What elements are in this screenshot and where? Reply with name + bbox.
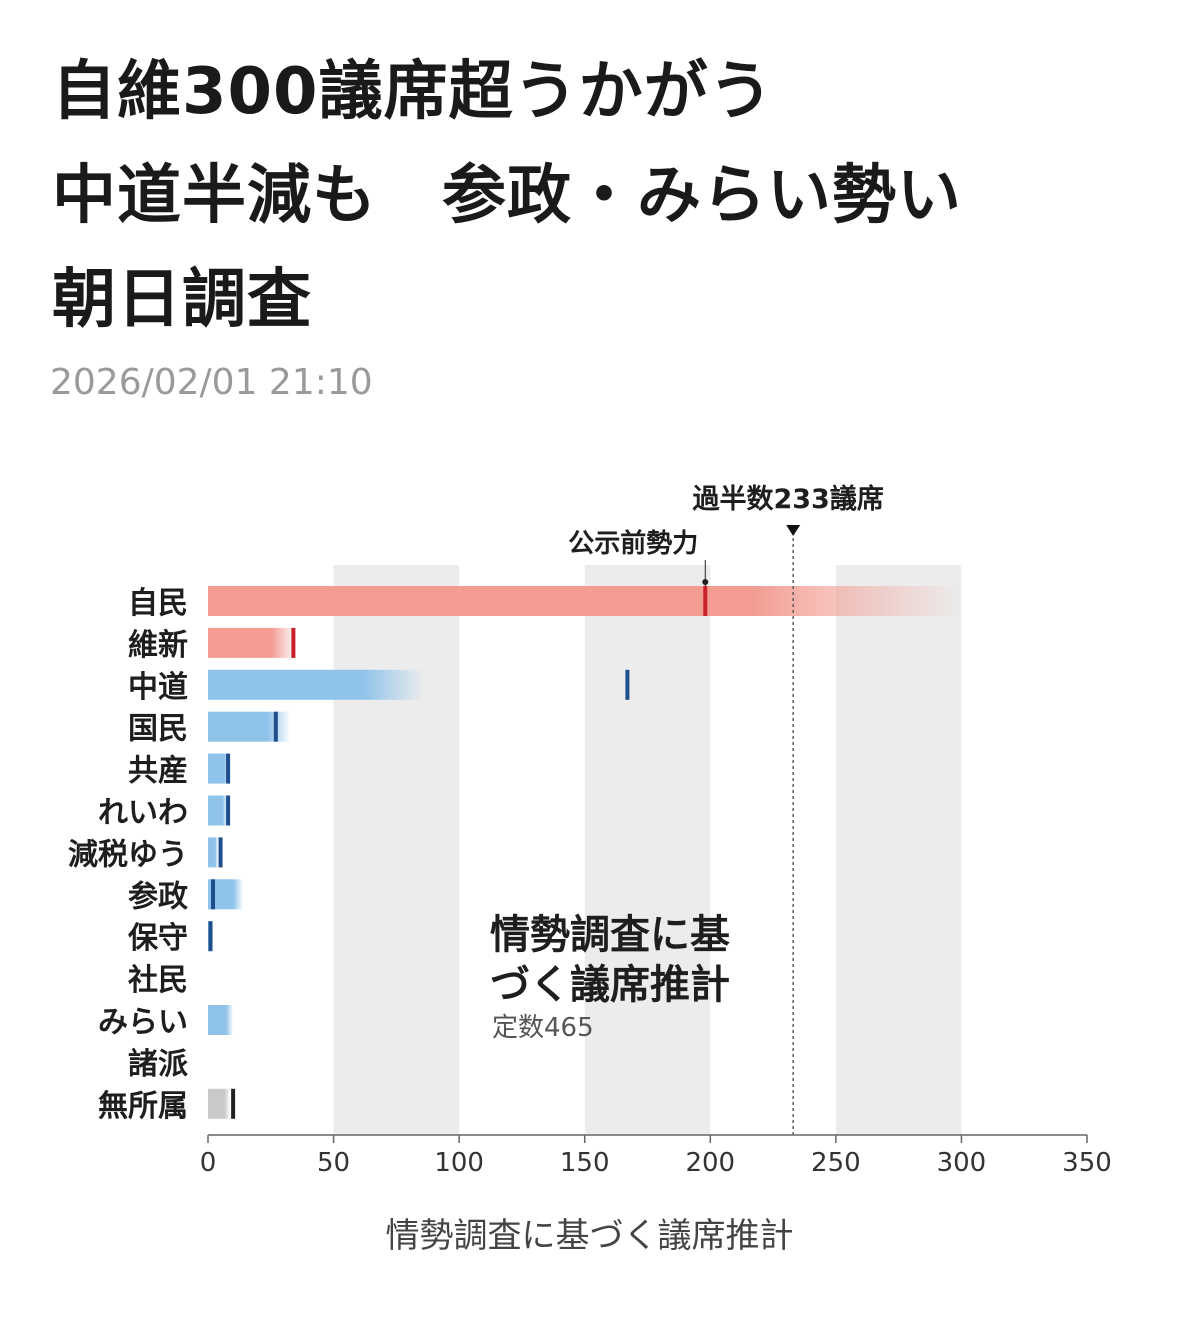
majority-label: 過半数233議席 [692, 483, 883, 515]
chart-caption: 情勢調査に基づく議席推計 [385, 1216, 794, 1256]
publish-timestamp: 2026/02/01 21:10 [50, 362, 373, 403]
chart-subtitle: 定数465 [492, 1013, 594, 1043]
grid-band [835, 565, 962, 1135]
category-label: 共産 [128, 754, 188, 789]
seat-bar [208, 753, 231, 784]
category-label: 参政 [128, 879, 188, 914]
seat-bar [208, 1088, 231, 1119]
x-tick-label: 350 [1062, 1148, 1112, 1178]
seat-bar [208, 795, 229, 826]
category-label: 中道 [128, 670, 188, 705]
category-label: 諸派 [128, 1047, 188, 1082]
category-label: 維新 [128, 628, 188, 663]
seat-bar [208, 627, 296, 658]
x-tick-label: 300 [937, 1148, 987, 1178]
x-tick-label: 250 [811, 1148, 861, 1178]
x-tick-label: 200 [685, 1148, 735, 1178]
chart-title: 情勢調査に基づく議席推計 [490, 912, 730, 1008]
pre-election-marker [703, 586, 708, 616]
majority-arrow [786, 525, 801, 536]
category-label: れいわ [98, 796, 188, 831]
pre-election-label: 公示前勢力 [568, 528, 698, 559]
seat-bar [208, 586, 962, 616]
category-label: 社民 [128, 963, 188, 998]
grid-band [333, 565, 460, 1135]
pre-election-marker [231, 1088, 236, 1119]
category-label: 保守 [128, 921, 188, 956]
category-label: 自民 [128, 586, 188, 621]
category-label: みらい [98, 1005, 188, 1040]
title-line-1: 自維300議席超うかがう [52, 55, 774, 129]
x-tick-label: 0 [200, 1148, 217, 1178]
pre-election-marker [218, 837, 223, 868]
pre-election-dot [702, 579, 709, 585]
title-line-3: 朝日調査 [52, 263, 312, 337]
pre-election-marker [226, 795, 231, 826]
pre-election-marker [625, 669, 630, 700]
category-label: 減税ゆう [68, 837, 188, 872]
pre-election-marker [273, 711, 278, 742]
seat-bar [208, 837, 219, 868]
pre-election-marker [291, 627, 296, 658]
grid-band [584, 565, 711, 1135]
seat-bar [208, 669, 424, 700]
category-label: 国民 [128, 712, 188, 747]
x-tick-label: 100 [434, 1148, 484, 1178]
pre-election-marker [226, 753, 231, 784]
category-label: 無所属 [98, 1089, 188, 1124]
seat-bar [208, 711, 291, 742]
seat-bar [208, 1005, 234, 1035]
title-line-2: 中道半減も 参政・みらい勢い [52, 159, 962, 233]
pre-election-marker [208, 921, 213, 952]
x-tick-label: 150 [560, 1148, 610, 1178]
x-tick-label: 50 [317, 1148, 350, 1178]
article-title: 自維300議席超うかがう 中道半減も 参政・みらい勢い 朝日調査 [52, 40, 1152, 352]
pre-election-marker [211, 879, 216, 910]
